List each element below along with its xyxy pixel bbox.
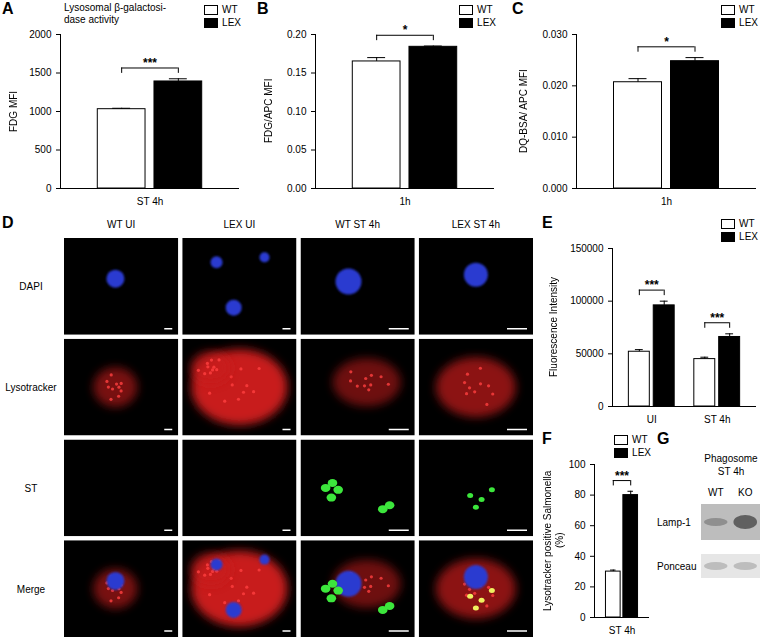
- svg-text:0.030: 0.030: [542, 29, 567, 40]
- html-text:WT: WT: [477, 4, 493, 15]
- svg-text:Ponceau: Ponceau: [657, 561, 696, 572]
- html-text:FDG MFI: FDG MFI: [8, 90, 19, 132]
- svg-text:***: ***: [143, 56, 157, 70]
- svg-text:40: 40: [574, 551, 586, 562]
- html-text:LEX: LEX: [477, 17, 496, 28]
- svg-text:***: ***: [645, 278, 659, 292]
- svg-text:0.000: 0.000: [542, 183, 567, 194]
- svg-text:80: 80: [574, 489, 586, 500]
- svg-text:1000: 1000: [29, 106, 52, 117]
- html-text:Lysotracker positive Salmonell: Lysotracker positive Salmonella (%): [542, 470, 565, 611]
- html-text:LEX: LEX: [739, 231, 758, 242]
- svg-text:ST 4h: ST 4h: [718, 466, 745, 477]
- html-text:WT: WT: [739, 218, 755, 229]
- svg-text:WT: WT: [708, 487, 724, 498]
- svg-text:WT ST 4h: WT ST 4h: [335, 219, 380, 230]
- svg-text:0.00: 0.00: [287, 183, 307, 194]
- svg-text:0.20: 0.20: [287, 29, 307, 40]
- svg-text:***: ***: [615, 469, 629, 483]
- html-text:D: D: [2, 214, 14, 231]
- html-text:DQ-BSA/ APC MFI: DQ-BSA/ APC MFI: [518, 69, 529, 153]
- html-text:A: A: [2, 0, 14, 17]
- svg-text:*: *: [664, 35, 669, 49]
- html-text:WT: WT: [632, 434, 648, 445]
- svg-text:100000: 100000: [570, 295, 604, 306]
- html-text:E: E: [542, 214, 553, 231]
- svg-text:Lamp-1: Lamp-1: [657, 517, 691, 528]
- html-text:LEX: LEX: [739, 17, 758, 28]
- svg-text:Merge: Merge: [17, 584, 46, 595]
- svg-text:ST 4h: ST 4h: [704, 414, 731, 425]
- svg-text:0: 0: [46, 183, 52, 194]
- html-text:Lysosomal β-galactosi- dase ac: Lysosomal β-galactosi- dase activity: [64, 2, 167, 25]
- svg-text:ST: ST: [25, 483, 38, 494]
- svg-text:***: ***: [710, 311, 724, 325]
- svg-text:500: 500: [35, 144, 52, 155]
- html-text:G: G: [657, 430, 670, 447]
- svg-text:ST 4h: ST 4h: [137, 196, 164, 207]
- svg-text:1h: 1h: [661, 196, 672, 207]
- svg-text:WT UI: WT UI: [107, 219, 135, 230]
- svg-text:0.010: 0.010: [542, 131, 567, 142]
- html-text:C: C: [512, 0, 524, 17]
- html-text:WT: WT: [739, 4, 755, 15]
- svg-text:UI: UI: [647, 414, 657, 425]
- html-text:Fluorescence Intensity: Fluorescence Intensity: [548, 277, 559, 377]
- svg-text:1500: 1500: [29, 67, 52, 78]
- html-text:LEX: LEX: [632, 447, 651, 458]
- svg-text:LEX UI: LEX UI: [224, 219, 256, 230]
- svg-text:0.10: 0.10: [287, 106, 307, 117]
- svg-text:KO: KO: [738, 487, 753, 498]
- svg-text:0.020: 0.020: [542, 80, 567, 91]
- svg-text:Phagosome: Phagosome: [704, 453, 758, 464]
- svg-text:20: 20: [574, 581, 586, 592]
- svg-text:Lysotracker: Lysotracker: [5, 382, 57, 393]
- html-text:WT: WT: [222, 4, 238, 15]
- svg-text:100: 100: [569, 459, 586, 470]
- svg-text:ST 4h: ST 4h: [609, 625, 636, 636]
- svg-text:DAPI: DAPI: [19, 281, 42, 292]
- svg-text:1h: 1h: [399, 196, 410, 207]
- svg-text:0: 0: [598, 401, 604, 412]
- svg-text:0.15: 0.15: [287, 67, 307, 78]
- svg-text:50000: 50000: [576, 348, 604, 359]
- svg-text:LEX ST 4h: LEX ST 4h: [452, 219, 500, 230]
- svg-text:0.05: 0.05: [287, 144, 307, 155]
- svg-text:2000: 2000: [29, 29, 52, 40]
- svg-text:*: *: [403, 23, 408, 37]
- html-text:F: F: [542, 430, 552, 447]
- svg-text:60: 60: [574, 520, 586, 531]
- html-text:B: B: [257, 0, 269, 17]
- html-text:LEX: LEX: [222, 17, 241, 28]
- svg-text:0: 0: [580, 612, 586, 623]
- svg-text:150000: 150000: [570, 243, 604, 254]
- html-text:FDG/APC MFI: FDG/APC MFI: [263, 78, 274, 144]
